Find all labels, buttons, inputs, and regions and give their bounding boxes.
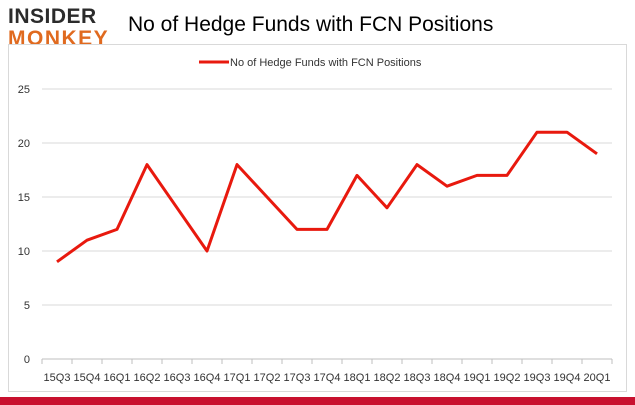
x-tick-label: 16Q4 (194, 372, 221, 384)
y-tick-label: 0 (24, 354, 30, 366)
logo-line-1: INSIDER (8, 5, 97, 28)
x-tick-label: 16Q3 (164, 372, 191, 384)
x-tick-label: 18Q1 (344, 372, 371, 384)
x-tick-label: 19Q4 (554, 372, 581, 384)
chart-title: No of Hedge Funds with FCN Positions (128, 13, 494, 36)
x-tick-label: 15Q3 (44, 372, 71, 384)
legend-label: No of Hedge Funds with FCN Positions (230, 57, 422, 69)
x-tick-label: 19Q1 (464, 372, 491, 384)
x-tick-label: 20Q1 (584, 372, 611, 384)
y-tick-label: 25 (18, 84, 30, 96)
y-tick-label: 5 (24, 300, 30, 312)
x-tick-label: 17Q3 (284, 372, 311, 384)
y-tick-label: 15 (18, 192, 30, 204)
series-layer (56, 130, 598, 264)
x-tick-label: 16Q1 (104, 372, 131, 384)
x-tick-label: 17Q2 (254, 372, 281, 384)
x-tick-label: 18Q3 (404, 372, 431, 384)
x-tick-label: 19Q3 (524, 372, 551, 384)
y-tick-label: 20 (18, 138, 30, 150)
grid-layer (42, 88, 612, 306)
x-tick-label: 16Q2 (134, 372, 161, 384)
legend: No of Hedge Funds with FCN Positions (199, 57, 422, 69)
x-tick-label: 17Q1 (224, 372, 251, 384)
x-tick-label: 19Q2 (494, 372, 521, 384)
y-tick-label: 10 (18, 246, 30, 258)
chart-frame (8, 44, 627, 392)
logo-line-2: MONKEY (8, 27, 110, 50)
x-tick-label: 15Q4 (74, 372, 101, 384)
x-tick-label: 18Q4 (434, 372, 461, 384)
x-tick-label: 17Q4 (314, 372, 341, 384)
insider-monkey-logo: INSIDER MONKEY (8, 6, 118, 52)
x-tick-label: 18Q2 (374, 372, 401, 384)
brand-bottom-bar (0, 397, 635, 405)
